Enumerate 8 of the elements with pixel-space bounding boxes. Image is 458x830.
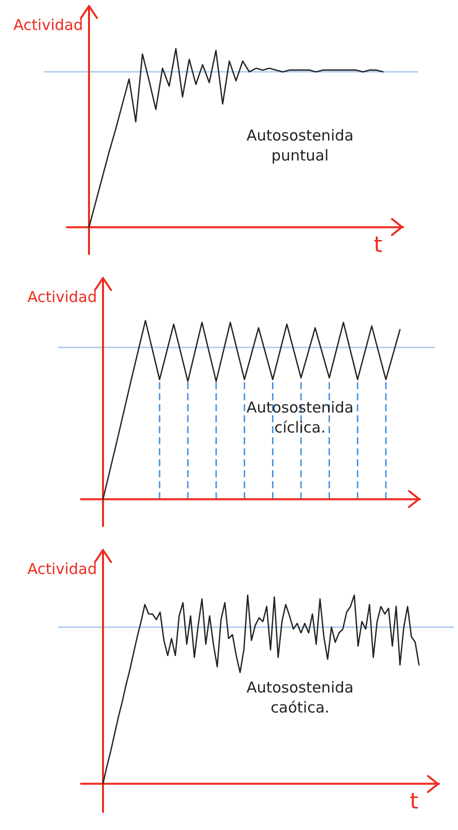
annotation: Autosostenida caótica. <box>246 678 354 717</box>
y-axis-title: Actividad <box>27 560 97 578</box>
y-axis-title: Actividad <box>27 288 97 306</box>
annotation: Autosostenida cíclica. <box>246 398 354 437</box>
y-axis-title: Actividad <box>13 16 83 34</box>
x-axis-title: t <box>410 789 419 814</box>
x-axis-title: t <box>374 232 383 258</box>
annotation: Autosostenida puntual <box>246 126 354 165</box>
